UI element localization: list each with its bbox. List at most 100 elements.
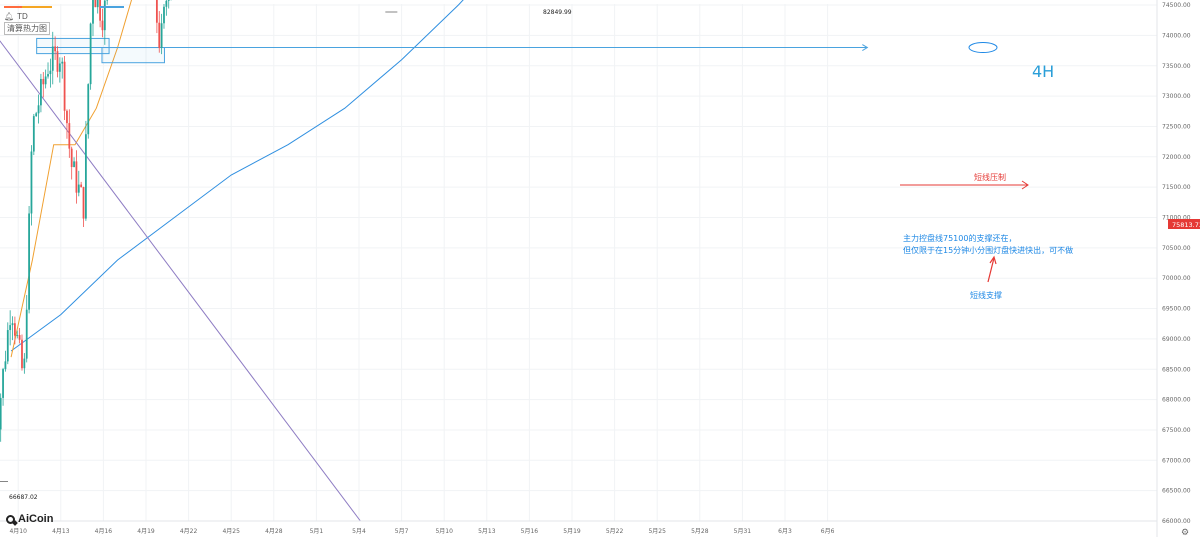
time-tick-label: 5月31 [734, 528, 752, 535]
price-tick-label: 66000.00 [1162, 518, 1191, 525]
time-tick-label: 4月22 [180, 528, 198, 535]
price-tick-label: 68000.00 [1162, 397, 1191, 404]
candle-body [66, 110, 68, 124]
price-tick-label: 66500.00 [1162, 488, 1191, 495]
support-box-2 [101, 47, 165, 64]
price-axis[interactable]: 66000.00 66500.00 67000.00 67500.00 68000.00… [1156, 0, 1191, 537]
price-tick-label: 72000.00 [1162, 154, 1191, 161]
price-tick-label: 67500.00 [1162, 427, 1191, 434]
candle-body [163, 6, 165, 24]
candle-body [32, 116, 35, 152]
ma-long-path [10, 0, 464, 352]
price-tick-label: 69000.00 [1162, 336, 1191, 343]
candle-body [84, 134, 87, 219]
note-line-1: 主力控盘线75100的支撑还在， [903, 233, 1016, 243]
time-tick-label: 5月7 [395, 528, 409, 535]
time-tick-label: 6月3 [778, 528, 792, 535]
drawings [0, 37, 1029, 522]
candle-body [73, 161, 75, 167]
candle-body [101, 20, 104, 31]
price-tick-label: 74500.00 [1162, 2, 1191, 9]
time-tick-label: 4月19 [137, 528, 155, 535]
support-ellipse [968, 42, 998, 54]
candle-body [11, 323, 14, 326]
candle-body [87, 84, 90, 135]
candle-body [6, 330, 9, 362]
time-tick-label: 5月10 [435, 528, 453, 535]
time-tick-label: 4月16 [95, 528, 113, 535]
time-tick-label: 4月10 [9, 528, 27, 535]
price-tick-label: 71000.00 [1162, 215, 1191, 222]
candle-body [35, 113, 38, 117]
candle-body [70, 148, 73, 167]
time-axis[interactable]: 4月10 4月13 4月16 4月19 4月22 4月25 4月28 5月1 5月4 5月7 5月1… [0, 520, 1157, 535]
indicator-label[interactable]: 清算热力图 [4, 22, 50, 35]
candle-body [30, 151, 33, 214]
candle-body [103, 0, 106, 31]
time-tick-label: 5月25 [648, 528, 666, 535]
candle-body [18, 335, 21, 340]
candle-body [58, 63, 61, 72]
candle-body [92, 0, 94, 24]
candle-body [2, 369, 4, 398]
time-tick-label: 5月28 [691, 528, 709, 535]
candle-body [96, 0, 99, 8]
aicoin-logo: AiCoin [6, 513, 53, 525]
candle-body [155, 0, 158, 23]
candle-body [9, 325, 12, 331]
last-price-tag: 75813.73 [1168, 219, 1200, 229]
candle-body [42, 78, 45, 85]
legend-color-strip [4, 6, 124, 8]
candle-body [51, 46, 54, 71]
aicoin-logo-icon [6, 514, 15, 524]
time-tick-label: 5月4 [352, 528, 366, 535]
candle-body [28, 213, 30, 310]
candle-body [23, 358, 26, 369]
candle-body [21, 339, 23, 369]
price-tick-label: 70500.00 [1162, 245, 1191, 252]
price-tick-label: 73500.00 [1162, 63, 1191, 70]
candle-body [44, 76, 47, 85]
low-price-label: 66687.02 [9, 494, 38, 501]
time-tick-label: 5月19 [563, 528, 581, 535]
time-tick-label: 4月13 [52, 528, 70, 535]
candle-body [61, 61, 64, 64]
chart-legend: 🔔︎ TD 清算热力图 [4, 0, 124, 35]
candle-body [54, 46, 57, 52]
candle-body [0, 397, 2, 430]
candle-body [68, 123, 71, 149]
support-arrow-line [987, 257, 995, 283]
support-ray-arrowhead [862, 44, 869, 51]
candle-body [37, 105, 40, 114]
alert-label: TD [17, 12, 28, 21]
candle-body [99, 0, 101, 21]
time-tick-label: 6月6 [821, 528, 835, 535]
ma-short-path [10, 0, 133, 358]
time-tick-label: 5月13 [478, 528, 496, 535]
last-price-text: 75813.73 [1172, 221, 1200, 229]
price-tick-label: 71500.00 [1162, 184, 1191, 191]
ma-long-line [10, 0, 464, 352]
support-box-1 [36, 37, 110, 55]
candle-body [75, 161, 78, 193]
bell-icon[interactable]: 🔔︎ [4, 12, 15, 21]
trend-line [0, 40, 361, 522]
candle-body [106, 0, 109, 1]
time-tick-label: 5月16 [521, 528, 539, 535]
candle-body [158, 22, 161, 48]
candle-body [49, 70, 52, 75]
timeframe-label: 4H [1032, 62, 1054, 81]
last-price-badge [1168, 219, 1200, 229]
candle-body [167, 0, 170, 1]
ma-short-line [10, 0, 133, 358]
gear-icon[interactable]: ⚙ [1181, 527, 1190, 537]
resistance-arrow-head [1021, 180, 1029, 190]
candles [0, 0, 398, 482]
time-tick-label: 5月1 [310, 528, 324, 535]
indicator-row[interactable]: 清算热力图 [4, 22, 124, 35]
alert-row[interactable]: 🔔︎ TD [4, 11, 124, 22]
price-tick-label: 69500.00 [1162, 306, 1191, 313]
price-tick-label: 70000.00 [1162, 275, 1191, 282]
